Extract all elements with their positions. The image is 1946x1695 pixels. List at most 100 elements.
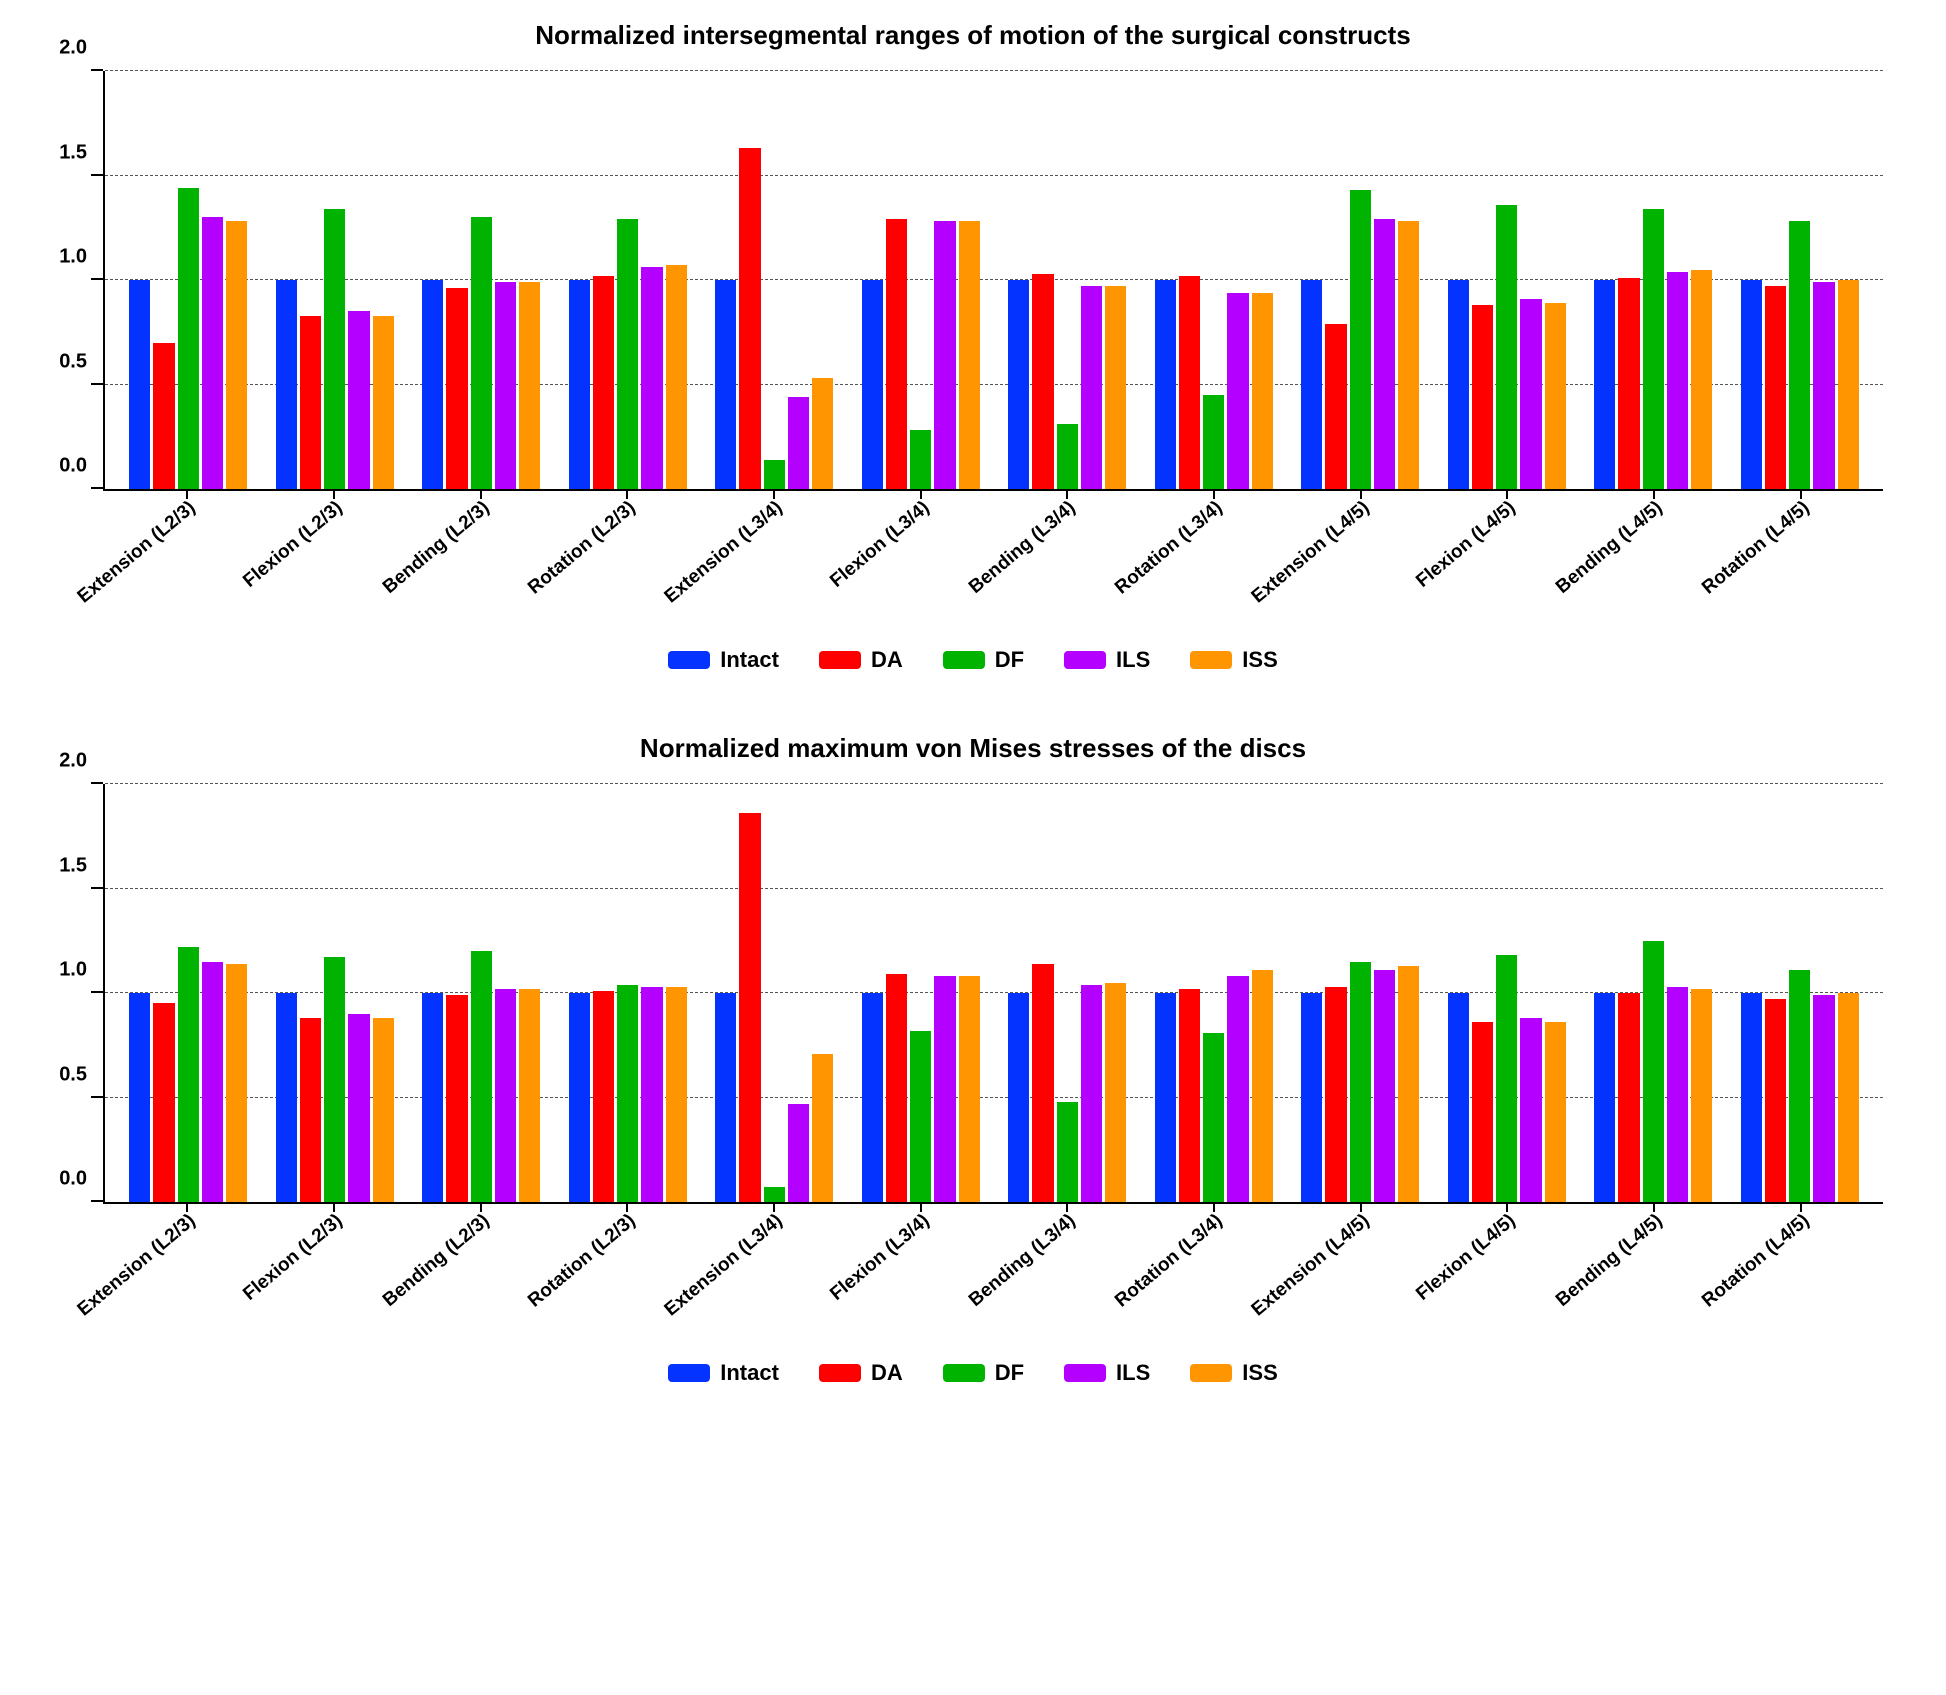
x-label-cell: Bending (L3/4) [993,497,1140,637]
x-label-cell: Rotation (L3/4) [1140,1210,1287,1350]
bar [910,430,931,489]
bar [1325,324,1346,489]
legend-label: ILS [1116,1360,1150,1386]
bar-group [1727,71,1874,489]
legend-label: DA [871,1360,903,1386]
bar [422,993,443,1202]
x-label-cell: Extension (L3/4) [700,1210,847,1350]
bar [1789,970,1810,1202]
bar [1813,995,1834,1202]
x-label-cell: Rotation (L3/4) [1140,497,1287,637]
bar [1179,276,1200,489]
legend-swatch [943,1364,985,1382]
y-tick-label: 1.5 [59,854,105,877]
legend-swatch [819,651,861,669]
bar [1691,270,1712,489]
bar [1057,424,1078,489]
bar [666,265,687,489]
bar [1472,1022,1493,1202]
legend-item: DA [819,1360,903,1386]
y-tick [91,1096,103,1098]
x-label: Extension (L2/3) [74,1210,201,1321]
bar [495,282,516,489]
legend-item: DF [943,647,1024,673]
legend-item: ILS [1064,1360,1150,1386]
bar [739,148,760,489]
x-label: Extension (L2/3) [74,497,201,608]
bar [1448,280,1469,489]
y-tick-label: 1.0 [59,246,105,269]
y-tick-label: 0.5 [59,1063,105,1086]
bar [715,993,736,1202]
bar-group [555,71,702,489]
legend-swatch [668,1364,710,1382]
bar [886,974,907,1202]
bar [324,209,345,489]
legend-label: ILS [1116,647,1150,673]
bar [617,985,638,1202]
legend: IntactDADFILSISS [23,647,1923,673]
bar-group [701,784,848,1202]
bar [1374,970,1395,1202]
bar [1155,280,1176,489]
bar [471,951,492,1202]
bar-group [701,71,848,489]
bar [422,280,443,489]
chart-rom: Normalized intersegmental ranges of moti… [23,20,1923,673]
x-label-cell: Flexion (L2/3) [260,497,407,637]
legend-item: DA [819,647,903,673]
bar [569,993,590,1202]
bar [788,1104,809,1202]
bar-group [1287,784,1434,1202]
bar [1765,286,1786,489]
bar-group [1141,784,1288,1202]
legend-label: DF [995,1360,1024,1386]
bar [1057,1102,1078,1202]
bar [495,989,516,1202]
bar-group [262,784,409,1202]
legend-swatch [1064,651,1106,669]
bar [1496,205,1517,489]
bar [1838,993,1859,1202]
bar [1301,280,1322,489]
bar [1448,993,1469,1202]
bar [1643,941,1664,1202]
bar-group [1287,71,1434,489]
bar-group [1727,784,1874,1202]
bar [641,987,662,1202]
bar [1325,987,1346,1202]
bar [1472,305,1493,489]
bar [1765,999,1786,1202]
x-label-cell: Rotation (L4/5) [1726,1210,1873,1350]
bar [178,947,199,1202]
x-label-cell: Bending (L3/4) [993,1210,1140,1350]
y-tick [91,174,103,176]
y-tick [91,487,103,489]
bar [1545,303,1566,489]
x-labels: Extension (L2/3)Flexion (L2/3)Bending (L… [103,497,1883,637]
bar [1594,280,1615,489]
bar [1081,985,1102,1202]
bar [1520,299,1541,489]
bar-group [115,71,262,489]
bar [812,378,833,489]
x-label-cell: Bending (L2/3) [406,497,553,637]
bar [446,995,467,1202]
bar [129,993,150,1202]
bar [153,1003,174,1202]
legend-swatch [1190,1364,1232,1382]
bar [1350,962,1371,1202]
bar [1008,280,1029,489]
bar [1813,282,1834,489]
bar-group [262,71,409,489]
y-tick [91,278,103,280]
y-tick-label: 0.0 [59,1168,105,1191]
x-label-cell: Extension (L2/3) [113,1210,260,1350]
bar [1545,1022,1566,1202]
bar [959,976,980,1202]
bar [1105,983,1126,1202]
bar [324,957,345,1202]
y-tick-label: 2.0 [59,750,105,773]
bar [519,282,540,489]
x-label-cell: Bending (L4/5) [1580,1210,1727,1350]
